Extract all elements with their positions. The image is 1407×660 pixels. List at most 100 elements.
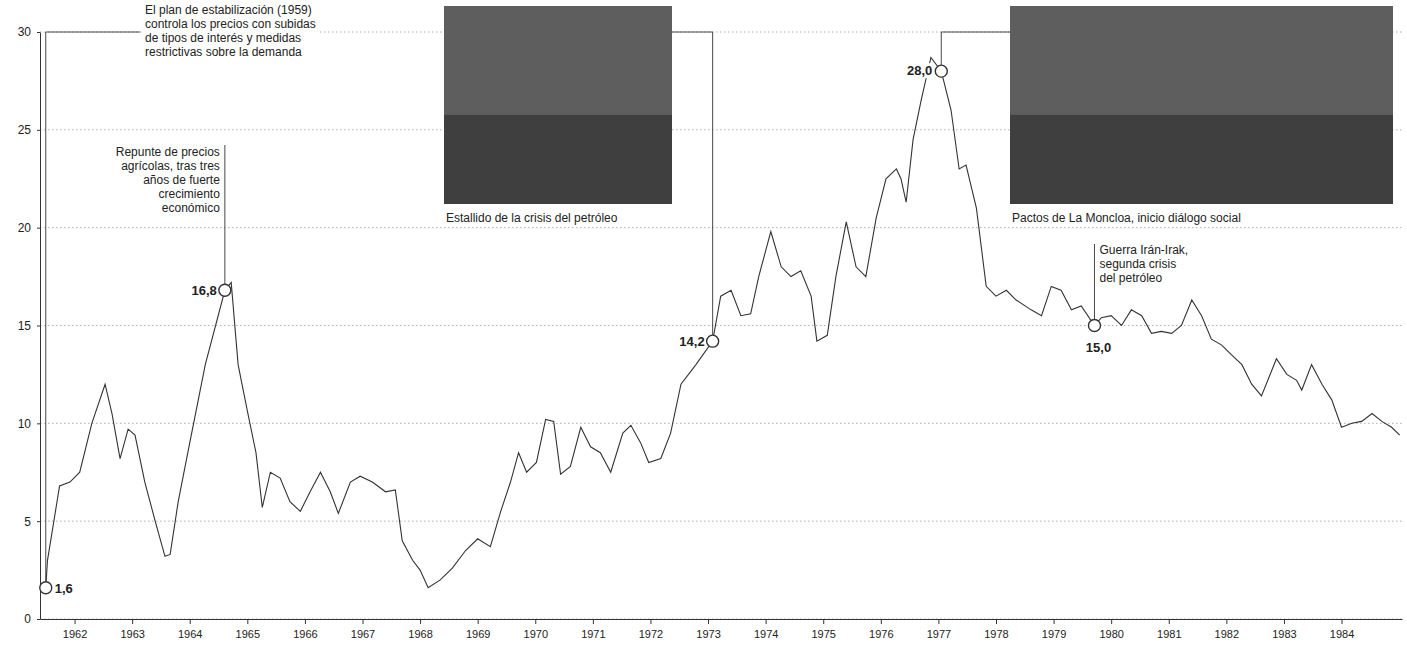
y-tick: 25: [18, 123, 40, 137]
x-tick-label: 1968: [408, 628, 432, 640]
text-background: [1085, 340, 1112, 355]
plot-area: [46, 57, 1400, 587]
x-tick-mark: [708, 619, 709, 624]
x-tick-mark: [881, 619, 882, 624]
photo-shade: [1010, 115, 1393, 204]
x-tick: 1983: [1272, 619, 1296, 640]
leader-line: [224, 145, 225, 284]
x-tick-label: 1965: [236, 628, 260, 640]
y-tick: 30: [18, 25, 40, 39]
value-label: 28,0: [907, 63, 932, 78]
annotated-point: [40, 582, 52, 594]
value-label: 14,2: [679, 334, 704, 349]
x-tick-label: 1975: [811, 628, 835, 640]
text-background: [1010, 210, 1243, 226]
x-tick-label: 1964: [178, 628, 202, 640]
x-tick-label: 1972: [639, 628, 663, 640]
x-tick-mark: [1111, 619, 1112, 624]
x-tick-mark: [1226, 619, 1227, 624]
text-background: [54, 581, 74, 596]
value-label-group: 28,0: [906, 63, 933, 78]
x-tick: 1975: [811, 619, 835, 640]
x-tick-mark: [478, 619, 479, 624]
y-tick-mark: [37, 521, 40, 522]
x-tick-label: 1976: [869, 628, 893, 640]
annotation-line: Guerra Irán-Irak,: [1099, 243, 1188, 257]
x-tick-label: 1981: [1157, 628, 1181, 640]
annotated-point: [1088, 320, 1100, 332]
x-tick-mark: [1054, 619, 1055, 624]
x-tick: 1968: [408, 619, 432, 640]
x-tick: 1977: [927, 619, 951, 640]
annotation-line: Pactos de La Moncloa, inicio diálogo soc…: [1012, 211, 1241, 225]
x-tick-label: 1967: [351, 628, 375, 640]
x-tick-mark: [1169, 619, 1170, 624]
text-background: [1097, 242, 1190, 286]
value-label-group: 14,2: [678, 334, 705, 349]
x-tick: 1965: [236, 619, 260, 640]
y-tick-mark: [37, 326, 40, 327]
leader-line: [1094, 244, 1095, 320]
leader-line: [672, 32, 713, 335]
x-tick-label: 1962: [63, 628, 87, 640]
annotation-line: del petróleo: [1099, 271, 1162, 285]
text-background: [906, 63, 933, 78]
annotated-point: [935, 65, 947, 77]
x-tick: 1967: [351, 619, 375, 640]
x-tick-mark: [766, 619, 767, 624]
y-tick: 10: [18, 417, 40, 431]
x-tick: 1969: [466, 619, 490, 640]
y-tick-mark: [37, 228, 40, 229]
x-tick-mark: [132, 619, 133, 624]
x-tick-label: 1966: [293, 628, 317, 640]
x-tick-mark: [996, 619, 997, 624]
x-tick-label: 1977: [927, 628, 951, 640]
annotation-line: crecimiento: [159, 187, 221, 201]
annotation-text: Repunte de preciosagrícolas, tras tresañ…: [114, 144, 222, 216]
annotation-line: económico: [162, 201, 220, 215]
x-tick-label: 1983: [1272, 628, 1296, 640]
x-tick-label: 1982: [1215, 628, 1239, 640]
x-tick-label: 1984: [1330, 628, 1354, 640]
x-tick-mark: [247, 619, 248, 624]
photo: [444, 6, 672, 204]
x-tick: 1976: [869, 619, 893, 640]
y-tick-mark: [37, 130, 40, 131]
text-background: [114, 144, 222, 216]
x-tick-mark: [190, 619, 191, 624]
y-axis-line: [40, 33, 41, 620]
value-label: 1,6: [55, 581, 73, 596]
y-tick: 15: [18, 319, 40, 333]
x-tick: 1962: [63, 619, 87, 640]
text-background: [444, 210, 620, 226]
x-tick-label: 1974: [754, 628, 778, 640]
annotation-line: controla los precios con subidas: [145, 17, 316, 31]
annotation-text: Estallido de la crisis del petróleo: [444, 210, 620, 226]
grid-line: [40, 227, 1402, 228]
y-tick-label: 5: [24, 515, 31, 529]
grid-line: [40, 423, 1402, 424]
x-tick-mark: [363, 619, 364, 624]
x-tick-mark: [823, 619, 824, 624]
x-tick: 1970: [524, 619, 548, 640]
annotations: El plan de estabilización (1959)controla…: [40, 2, 1393, 596]
photo-frame: [1010, 6, 1393, 204]
grid-line: [40, 619, 1402, 620]
text-background: [678, 334, 705, 349]
x-tick-mark: [535, 619, 536, 624]
y-axis: 051015202530: [18, 25, 41, 626]
x-tick-label: 1969: [466, 628, 490, 640]
text-background: [191, 283, 218, 298]
value-label-group: 16,8: [191, 283, 218, 298]
y-tick-mark: [37, 32, 40, 33]
x-tick-label: 1978: [984, 628, 1008, 640]
annotation-line: segunda crisis: [1099, 257, 1176, 271]
x-tick-label: 1973: [696, 628, 720, 640]
value-label-group: 1,6: [54, 581, 74, 596]
annotation: Repunte de preciosagrícolas, tras tresañ…: [114, 144, 231, 298]
x-tick: 1974: [754, 619, 778, 640]
annotation-line: agrícolas, tras tres: [121, 159, 220, 173]
annotated-point: [707, 335, 719, 347]
annotated-point: [219, 284, 231, 296]
text-background: [143, 2, 318, 60]
